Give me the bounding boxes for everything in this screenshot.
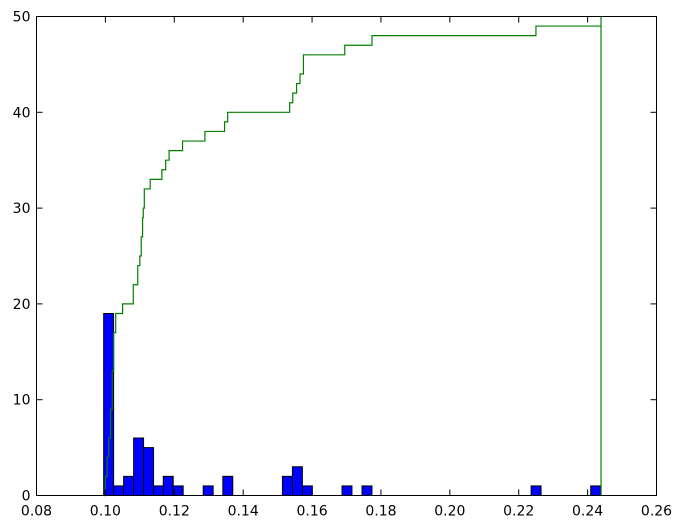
- x-tick-label: 0.18: [365, 504, 396, 520]
- histogram-bar: [123, 475, 135, 496]
- x-tick-label: 0.20: [434, 504, 465, 520]
- y-axis: 0 10 20 30 40 50: [13, 10, 657, 505]
- x-tick-label: 0.24: [572, 504, 603, 520]
- histogram-bar: [291, 466, 303, 497]
- histogram-bar: [143, 447, 155, 497]
- histogram-bar: [133, 437, 145, 496]
- histogram-bar: [281, 475, 293, 496]
- histogram-bar: [361, 485, 373, 497]
- x-tick-label: 0.10: [90, 504, 121, 520]
- x-tick-label: 0.12: [159, 504, 190, 520]
- histogram-bars: [103, 312, 602, 497]
- x-tick-label: 0.14: [228, 504, 259, 520]
- cumulative-line-layer: [103, 16, 602, 497]
- histogram-bar: [202, 485, 214, 497]
- y-tick-label: 50: [13, 10, 31, 26]
- x-tick-label: 0.26: [641, 504, 672, 520]
- y-tick-label: 30: [13, 201, 31, 217]
- plot-frame: [36, 16, 657, 496]
- y-tick-label: 20: [13, 297, 31, 313]
- y-tick-label: 0: [22, 489, 31, 505]
- histogram-bar: [590, 485, 602, 497]
- histogram-bar: [162, 475, 174, 496]
- y-tick-label: 40: [13, 105, 31, 121]
- x-axis: 0.08 0.10 0.12 0.14 0.16 0.18 0.20 0.22 0.24 0.26: [21, 16, 672, 520]
- y-tick-label: 10: [13, 393, 31, 409]
- histogram-bar: [153, 485, 165, 497]
- histogram-bar: [301, 485, 313, 497]
- cumulative-step-line: [103, 16, 602, 497]
- histogram-bar: [341, 485, 353, 497]
- x-tick-label: 0.08: [21, 504, 52, 520]
- x-tick-label: 0.16: [296, 504, 327, 520]
- histogram-bar: [222, 475, 234, 496]
- x-tick-label: 0.22: [503, 504, 534, 520]
- histogram-bar: [530, 485, 542, 497]
- histogram-bar: [113, 485, 125, 497]
